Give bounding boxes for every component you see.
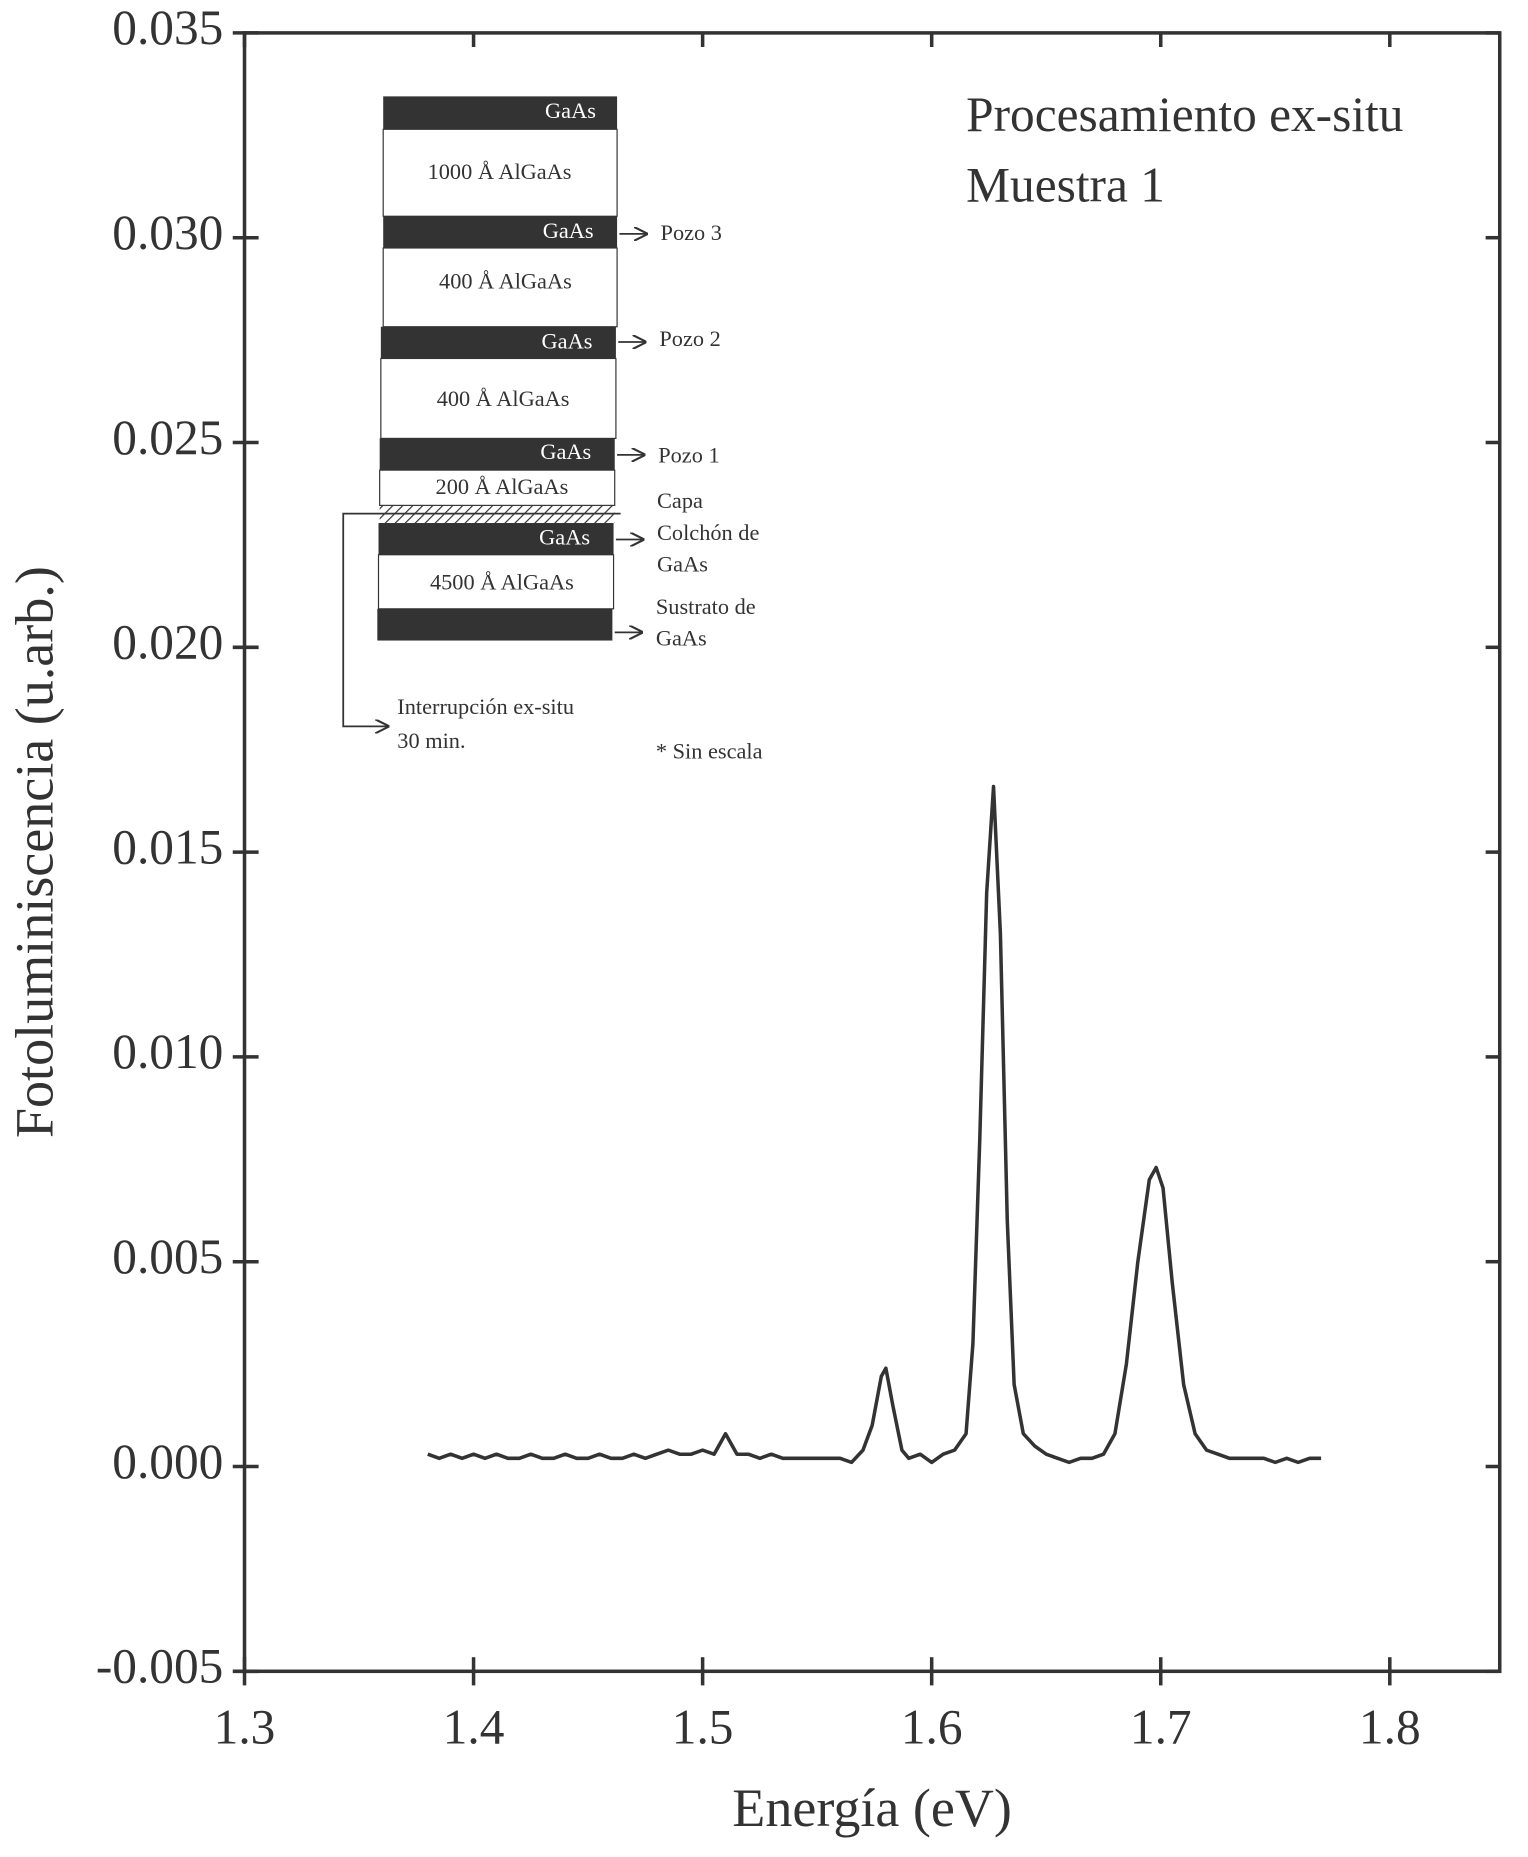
y-tick-label: 0.030 [112, 205, 223, 260]
side-label: Colchón de [657, 520, 759, 545]
layer-label: GaAs [540, 439, 591, 464]
layer-label: GaAs [545, 98, 596, 123]
layer [382, 247, 618, 328]
side-label: Capa [657, 488, 703, 513]
y-tick-label: -0.005 [96, 1639, 224, 1694]
interruption-label: 30 min. [397, 728, 465, 753]
layer-label: GaAs [543, 218, 594, 243]
x-tick-label: 1.3 [214, 1700, 276, 1755]
side-label: Sustrato de [656, 594, 756, 619]
side-label: Pozo 3 [661, 220, 722, 245]
layer [380, 357, 617, 439]
layer-label: 400 Å AlGaAs [437, 386, 570, 411]
note: * Sin escala [656, 739, 763, 764]
x-tick-label: 1.7 [1130, 1700, 1192, 1755]
y-tick-label: 0.000 [112, 1434, 223, 1489]
layer-dark [380, 326, 616, 359]
layer-label: 1000 Å AlGaAs [428, 159, 572, 184]
layer-label: 4500 Å AlGaAs [430, 569, 574, 594]
layer-label: GaAs [539, 525, 590, 550]
y-tick-label: 0.020 [112, 615, 223, 670]
interruption-label: Interrupción ex-situ [397, 694, 574, 719]
y-tick-label: 0.035 [112, 0, 223, 55]
layer [382, 128, 618, 217]
y-tick-label: 0.015 [112, 819, 223, 874]
annotation: Muestra 1 [966, 158, 1165, 213]
layer-dark [383, 96, 618, 130]
side-label: GaAs [656, 626, 707, 651]
y-tick-label: 0.025 [112, 410, 223, 465]
y-tick-label: 0.005 [112, 1229, 223, 1284]
y-tick-label: 0.010 [112, 1024, 223, 1079]
x-axis-title: Energía (eV) [732, 1778, 1012, 1838]
layer-dark [383, 216, 618, 248]
layer-label: GaAs [542, 328, 593, 353]
side-label: Pozo 1 [658, 442, 719, 467]
x-tick-label: 1.4 [443, 1700, 505, 1755]
inset-diagram: GaAs 1000 Å AlGaAs GaAs 400 Å AlGaAs GaA… [342, 96, 763, 764]
y-axis-title: Fotoluminiscencia (u.arb.) [4, 566, 64, 1138]
side-label: Pozo 2 [659, 326, 720, 351]
layer-dark [378, 523, 614, 555]
data-line [427, 784, 1322, 1465]
layer-dark [377, 608, 613, 641]
annotation: Procesamiento ex-situ [966, 87, 1403, 142]
layer [377, 554, 615, 610]
x-tick-label: 1.6 [901, 1700, 963, 1755]
arrow [342, 512, 621, 727]
side-label: GaAs [657, 552, 708, 577]
layer-dark [379, 438, 615, 471]
layer-label: 400 Å AlGaAs [439, 268, 572, 293]
x-tick-label: 1.5 [672, 1700, 734, 1755]
layer-label: 200 Å AlGaAs [436, 474, 569, 499]
x-tick-label: 1.8 [1359, 1700, 1421, 1755]
